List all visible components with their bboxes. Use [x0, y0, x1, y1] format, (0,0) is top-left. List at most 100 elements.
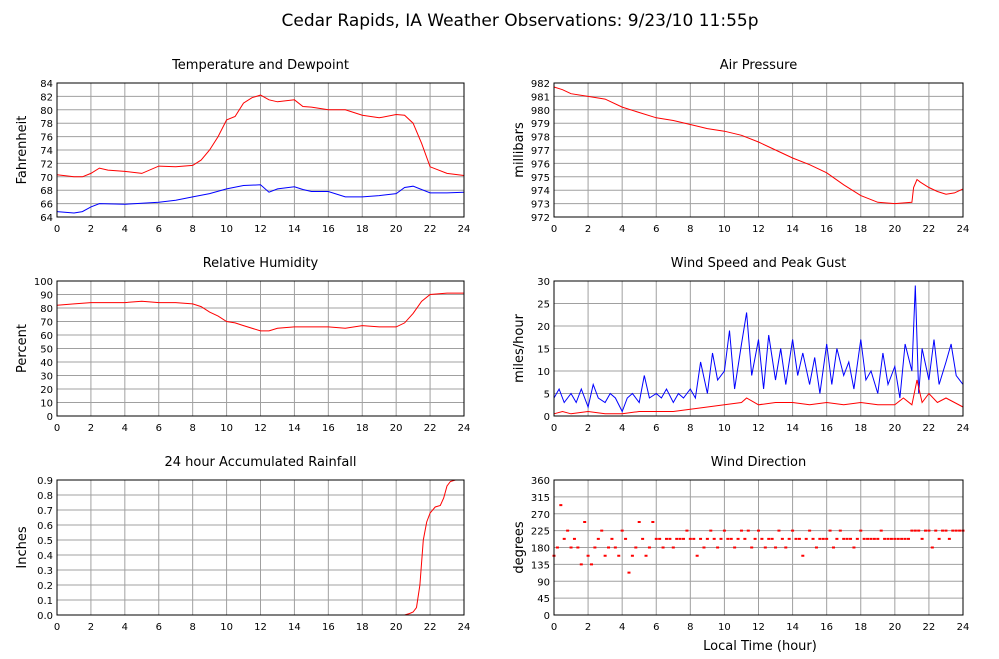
y-tick-label: 74 [40, 146, 53, 157]
data-point [641, 537, 645, 540]
data-point [634, 546, 638, 549]
x-tick-label: 2 [88, 423, 94, 434]
data-point [944, 529, 948, 532]
x-tick-label: 16 [322, 622, 335, 633]
data-point [879, 529, 883, 532]
data-point [668, 537, 672, 540]
data-point [774, 546, 778, 549]
data-point [784, 546, 788, 549]
data-point [872, 537, 876, 540]
y-tick-label: 976 [531, 159, 550, 170]
x-tick-label: 10 [220, 423, 233, 434]
x-tick-label: 18 [356, 423, 369, 434]
y-tick-label: 20 [40, 385, 53, 396]
data-point [876, 537, 880, 540]
y-tick-label: 10 [40, 399, 53, 410]
x-tick-label: 2 [585, 224, 591, 235]
x-tick-label: 16 [820, 622, 833, 633]
y-axis-label: Percent [15, 324, 30, 373]
data-point [842, 537, 846, 540]
x-tick-label: 18 [356, 622, 369, 633]
data-point [787, 537, 791, 540]
data-point [801, 554, 805, 557]
y-tick-label: 90 [537, 577, 550, 588]
data-point [855, 537, 859, 540]
x-tick-label: 18 [854, 622, 867, 633]
plot-frame [553, 82, 964, 218]
x-tick-label: 6 [156, 423, 162, 434]
data-point [869, 537, 873, 540]
data-point [726, 537, 730, 540]
data-point [736, 537, 740, 540]
data-point [770, 537, 774, 540]
data-point [750, 546, 754, 549]
y-tick-label: 0.5 [37, 536, 53, 547]
y-tick-label: 0 [47, 412, 53, 423]
data-point [647, 546, 651, 549]
data-point [920, 537, 924, 540]
series-line-2 [553, 379, 964, 415]
y-tick-label: 0.0 [37, 611, 53, 622]
data-point [958, 529, 962, 532]
data-point [586, 554, 590, 557]
data-point [831, 546, 835, 549]
chart-title: Wind Direction [711, 455, 807, 470]
y-axis-label: miles/hour [512, 313, 527, 382]
data-point [951, 529, 955, 532]
plot-frame [553, 479, 964, 616]
y-tick-label: 50 [40, 345, 53, 356]
data-point [808, 529, 812, 532]
y-tick-label: 82 [40, 92, 53, 103]
data-point [937, 537, 941, 540]
data-point [617, 554, 621, 557]
data-point [685, 529, 689, 532]
x-tick-label: 6 [156, 224, 162, 235]
x-tick-label: 12 [752, 622, 765, 633]
data-point [941, 529, 945, 532]
plot-frame [56, 280, 465, 417]
y-axis-label: degrees [512, 521, 527, 574]
data-point [572, 537, 576, 540]
y-tick-label: 0.8 [37, 491, 53, 502]
y-tick-label: 0.4 [37, 551, 53, 562]
x-tick-label: 10 [220, 622, 233, 633]
x-tick-label: 24 [957, 224, 970, 235]
y-tick-label: 973 [531, 200, 550, 211]
data-point [739, 529, 743, 532]
data-point [794, 537, 798, 540]
plot-frame [553, 280, 964, 417]
y-tick-label: 30 [40, 372, 53, 383]
x-tick-label: 8 [687, 622, 693, 633]
x-tick-label: 2 [585, 622, 591, 633]
x-tick-label: 22 [424, 423, 437, 434]
x-tick-label: 16 [322, 423, 335, 434]
x-tick-label: 24 [458, 622, 471, 633]
x-tick-label: 14 [288, 622, 301, 633]
x-tick-label: 20 [888, 622, 901, 633]
x-tick-label: 0 [54, 224, 60, 235]
data-point [791, 529, 795, 532]
data-point [719, 537, 723, 540]
data-point [757, 529, 760, 532]
data-point [852, 546, 856, 549]
data-point [917, 529, 921, 532]
data-point [654, 537, 658, 540]
data-point [896, 537, 900, 540]
data-point [637, 521, 641, 523]
x-tick-label: 14 [786, 224, 799, 235]
x-tick-label: 6 [156, 622, 162, 633]
y-tick-label: 315 [531, 493, 550, 504]
x-tick-label: 24 [458, 224, 471, 235]
y-tick-label: 40 [40, 358, 53, 369]
data-point [624, 537, 628, 540]
y-tick-label: 45 [537, 594, 550, 605]
x-tick-label: 10 [718, 423, 731, 434]
data-point [709, 529, 713, 532]
x-tick-label: 8 [687, 224, 693, 235]
y-tick-label: 974 [531, 186, 550, 197]
x-tick-label: 6 [653, 224, 659, 235]
data-point [651, 521, 655, 523]
y-tick-label: 64 [40, 213, 53, 224]
y-tick-label: 76 [40, 133, 53, 144]
